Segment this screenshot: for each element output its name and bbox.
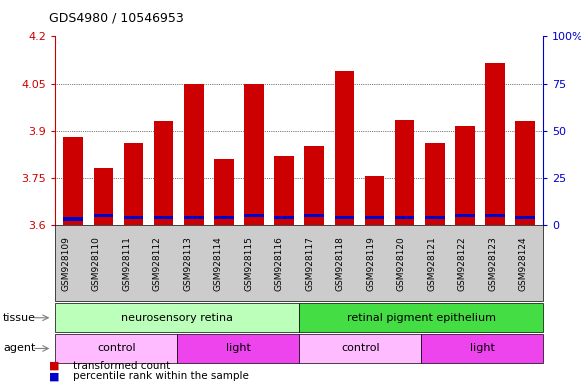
Bar	[304, 214, 324, 217]
Text: ■: ■	[49, 371, 60, 381]
Bar	[244, 214, 264, 217]
Bar	[94, 168, 113, 225]
Text: GSM928118: GSM928118	[336, 236, 345, 291]
Text: GSM928119: GSM928119	[367, 236, 375, 291]
Bar	[274, 156, 294, 225]
Bar	[94, 214, 113, 217]
Bar	[335, 71, 354, 225]
Text: GSM928120: GSM928120	[397, 236, 406, 291]
Bar	[395, 215, 414, 218]
Bar	[455, 214, 475, 217]
Bar	[425, 143, 444, 225]
Text: ■: ■	[49, 361, 60, 371]
Text: agent: agent	[3, 343, 35, 354]
Bar	[515, 215, 535, 218]
Bar	[184, 84, 203, 225]
Bar	[154, 215, 174, 218]
Text: GSM928116: GSM928116	[275, 236, 284, 291]
Text: GSM928122: GSM928122	[458, 236, 467, 291]
Bar	[214, 215, 234, 218]
Text: GSM928115: GSM928115	[245, 236, 253, 291]
Text: light: light	[470, 343, 494, 354]
Bar	[124, 143, 144, 225]
Text: GSM928112: GSM928112	[153, 236, 162, 291]
Text: GSM928111: GSM928111	[123, 236, 131, 291]
Bar	[335, 215, 354, 218]
Text: GSM928113: GSM928113	[184, 236, 192, 291]
Bar	[63, 137, 83, 225]
Text: GSM928124: GSM928124	[519, 236, 528, 291]
Bar	[184, 215, 203, 218]
Bar	[154, 121, 174, 225]
Text: GSM928117: GSM928117	[306, 236, 314, 291]
Bar	[515, 121, 535, 225]
Text: control: control	[97, 343, 135, 354]
Bar	[485, 214, 505, 217]
Text: neurosensory retina: neurosensory retina	[121, 313, 233, 323]
Text: GDS4980 / 10546953: GDS4980 / 10546953	[49, 12, 184, 25]
Bar	[124, 215, 144, 218]
Text: percentile rank within the sample: percentile rank within the sample	[73, 371, 249, 381]
Text: control: control	[341, 343, 379, 354]
Text: GSM928114: GSM928114	[214, 236, 223, 291]
Bar	[214, 159, 234, 225]
Text: tissue: tissue	[3, 313, 36, 323]
Bar	[304, 146, 324, 225]
Text: GSM928110: GSM928110	[92, 236, 101, 291]
Bar	[365, 176, 384, 225]
Text: GSM928109: GSM928109	[62, 236, 70, 291]
Text: GSM928121: GSM928121	[428, 236, 436, 291]
Bar	[365, 215, 384, 218]
Text: retinal pigment epithelium: retinal pigment epithelium	[347, 313, 496, 323]
Text: GSM928123: GSM928123	[489, 236, 497, 291]
Bar	[274, 215, 294, 218]
Bar	[395, 119, 414, 225]
Bar	[63, 217, 83, 220]
Bar	[425, 215, 444, 218]
Bar	[455, 126, 475, 225]
Bar	[485, 63, 505, 225]
Bar	[244, 84, 264, 225]
Text: light: light	[226, 343, 250, 354]
Text: transformed count: transformed count	[73, 361, 170, 371]
